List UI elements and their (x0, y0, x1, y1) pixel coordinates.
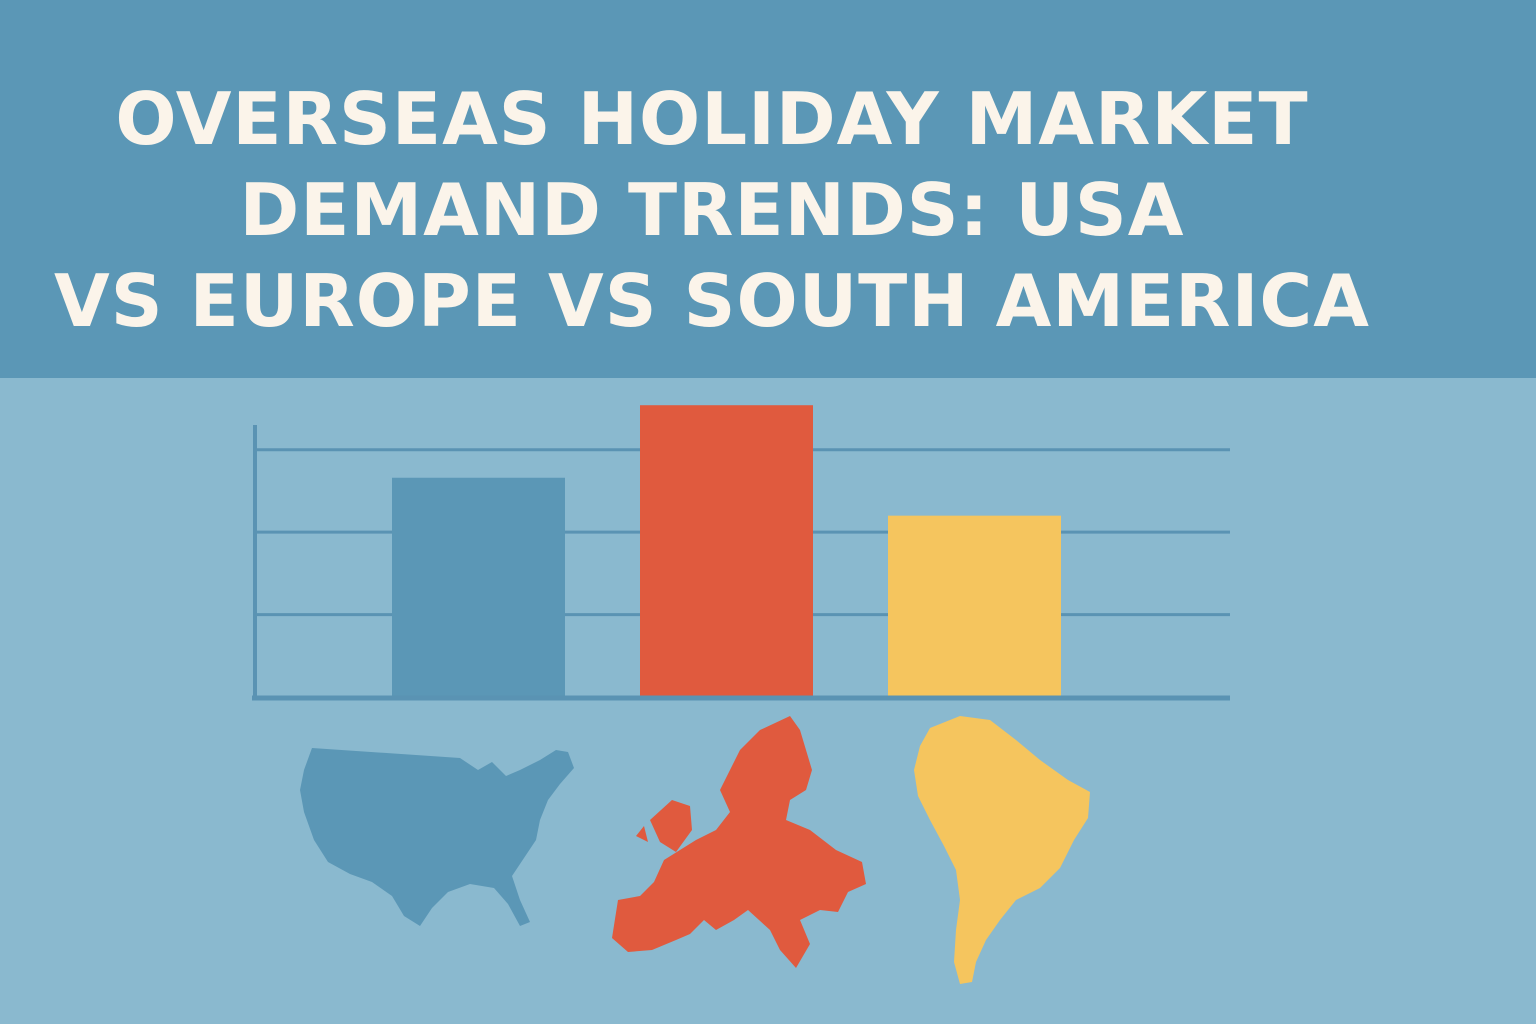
title-line-1: OVERSEAS HOLIDAY MARKET (115, 77, 1309, 161)
title-banner: OVERSEAS HOLIDAY MARKET DEMAND TRENDS: U… (0, 0, 1536, 378)
chart-title: OVERSEAS HOLIDAY MARKET DEMAND TRENDS: U… (0, 74, 1424, 347)
title-line-3: VS EUROPE VS SOUTH AMERICA (54, 259, 1370, 343)
bar-south-america (888, 515, 1061, 697)
usa-map-icon (300, 748, 574, 926)
bar-europe (640, 405, 813, 697)
title-line-2: DEMAND TRENDS: USA (239, 168, 1185, 252)
bar-usa (392, 477, 565, 697)
europe-map-icon (612, 716, 866, 968)
south-america-map-icon (914, 716, 1090, 984)
